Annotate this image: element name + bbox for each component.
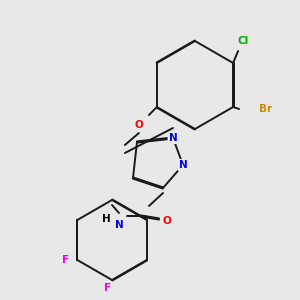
- Text: N: N: [169, 133, 177, 143]
- Text: N: N: [115, 220, 123, 230]
- Text: H: H: [102, 214, 111, 224]
- Text: O: O: [134, 120, 143, 130]
- Text: N: N: [178, 160, 188, 170]
- Text: Br: Br: [259, 104, 272, 114]
- Text: O: O: [163, 216, 171, 226]
- Text: Cl: Cl: [238, 36, 249, 46]
- Text: F: F: [104, 283, 112, 293]
- Text: F: F: [62, 255, 69, 265]
